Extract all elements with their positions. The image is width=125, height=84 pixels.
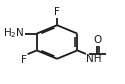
Text: O: O — [93, 35, 101, 45]
Text: NH: NH — [86, 54, 102, 64]
Text: F: F — [54, 7, 60, 17]
Text: $\mathregular{H_2N}$: $\mathregular{H_2N}$ — [3, 27, 25, 40]
Text: F: F — [21, 55, 27, 65]
